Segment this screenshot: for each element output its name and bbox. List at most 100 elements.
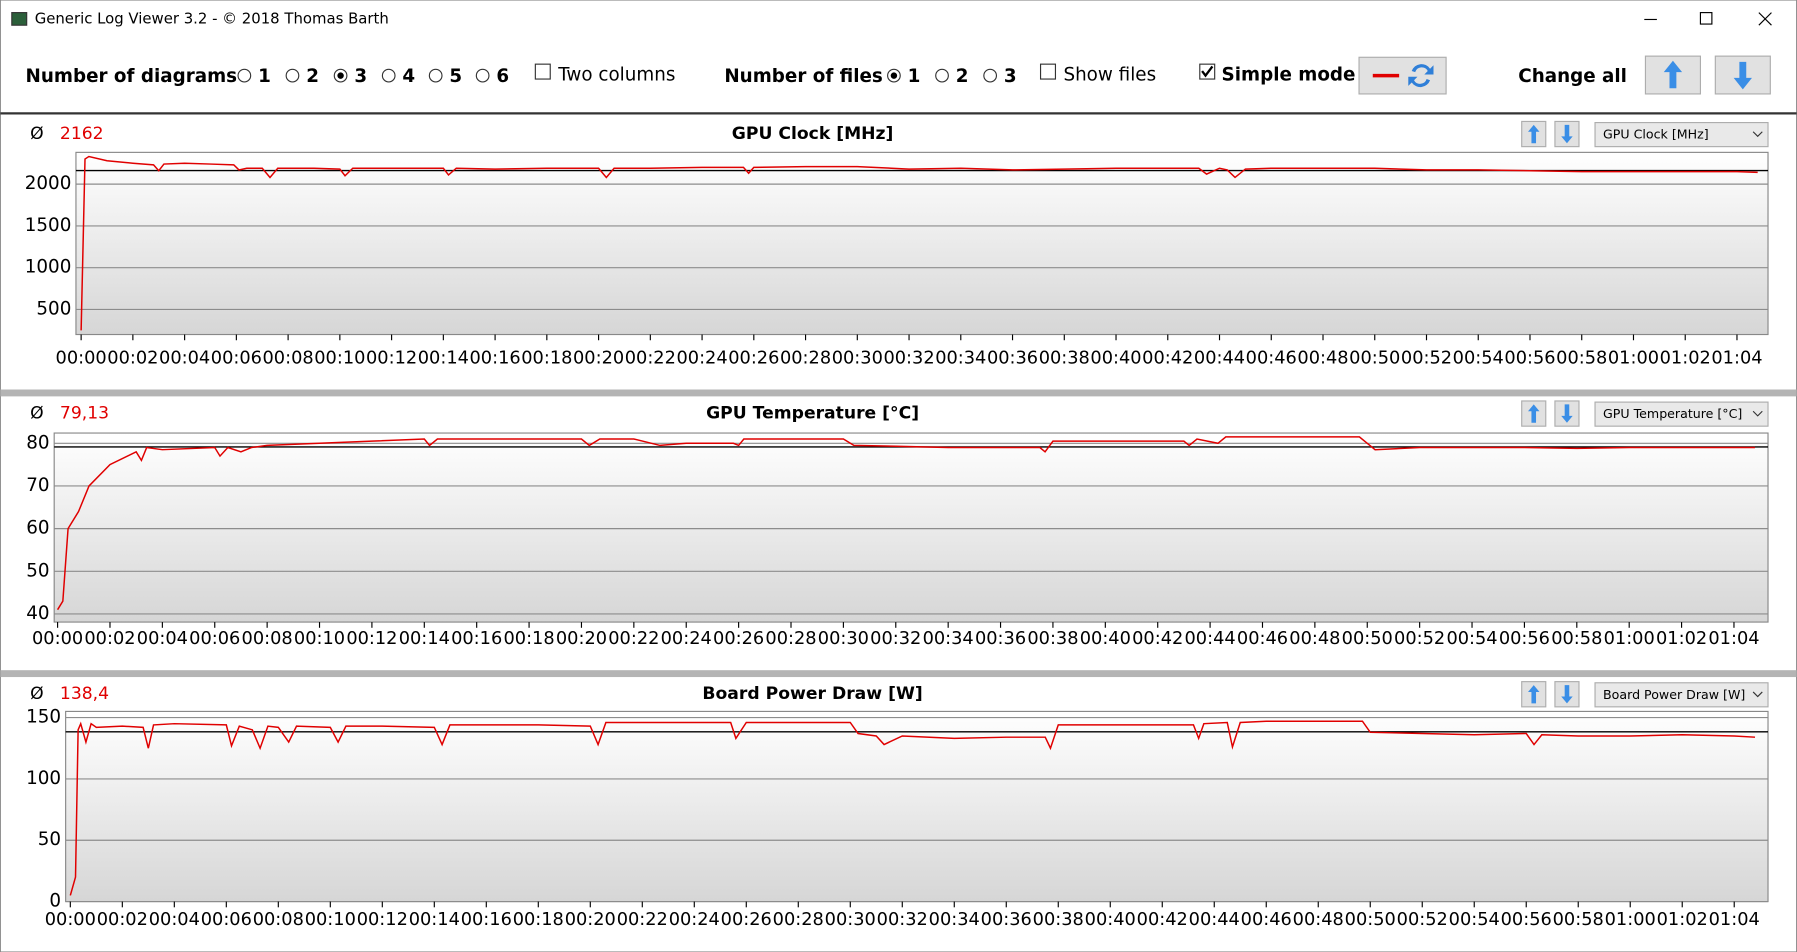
x-tick-label: 00:12 xyxy=(357,910,408,930)
channel-select[interactable] xyxy=(1594,401,1769,427)
x-tick-label: 00:30 xyxy=(825,910,876,930)
radio-label: 3 xyxy=(354,66,367,87)
radio[interactable] xyxy=(475,68,490,83)
down-arrow xyxy=(1733,61,1752,90)
x-tick-label: 00:50 xyxy=(1342,629,1393,649)
close-button[interactable] xyxy=(1758,12,1772,26)
x-tick-label: 00:30 xyxy=(832,349,883,369)
x-tick-label: 01:02 xyxy=(1656,629,1707,649)
x-tick-label: 01:04 xyxy=(1708,629,1759,649)
x-tick-label: 00:48 xyxy=(1293,910,1344,930)
app-icon xyxy=(11,12,28,26)
x-tick-label: 00:28 xyxy=(780,349,831,369)
x-tick-label: 00:54 xyxy=(1453,349,1504,369)
x-tick-label: 00:52 xyxy=(1397,910,1448,930)
down-arrow xyxy=(1561,404,1573,423)
maximize-button[interactable] xyxy=(1699,12,1713,25)
radio[interactable] xyxy=(428,68,443,83)
radio[interactable] xyxy=(285,68,300,83)
x-tick-label: 00:06 xyxy=(201,910,252,930)
chart-title: GPU Clock [MHz] xyxy=(732,124,894,144)
x-tick-label: 00:00 xyxy=(32,629,83,649)
x-tick-label: 00:56 xyxy=(1504,349,1555,369)
x-tick-label: 00:32 xyxy=(870,629,921,649)
x-tick-label: 00:10 xyxy=(305,910,356,930)
y-tick-label: 60 xyxy=(26,518,49,539)
x-tick-label: 00:04 xyxy=(149,910,200,930)
radio[interactable] xyxy=(381,68,396,83)
x-tick-label: 00:34 xyxy=(929,910,980,930)
x-tick-label: 00:08 xyxy=(263,349,314,369)
y-tick-label: 0 xyxy=(49,891,61,912)
x-tick-label: 00:08 xyxy=(253,910,304,930)
data-line xyxy=(80,155,1758,331)
x-tick-label: 00:40 xyxy=(1080,629,1131,649)
x-tick-label: 01:04 xyxy=(1711,349,1762,369)
x-tick-label: 00:18 xyxy=(521,349,572,369)
x-tick-label: 00:26 xyxy=(713,629,764,649)
radio-label: 4 xyxy=(402,66,415,87)
x-tick-label: 00:52 xyxy=(1401,349,1452,369)
checkbox[interactable] xyxy=(1039,63,1057,80)
x-tick-label: 00:40 xyxy=(1085,910,1136,930)
average-value: 2162 xyxy=(60,124,104,144)
up-arrow xyxy=(1528,404,1540,423)
select-caret xyxy=(1752,691,1763,698)
x-tick-label: 00:16 xyxy=(461,910,512,930)
diagrams-label: Number of diagrams xyxy=(26,66,238,87)
x-tick-label: 00:36 xyxy=(981,910,1032,930)
x-tick-label: 00:52 xyxy=(1394,629,1445,649)
x-tick-label: 00:20 xyxy=(565,910,616,930)
select-caret xyxy=(1752,131,1763,138)
x-tick-label: 00:42 xyxy=(1137,910,1188,930)
checkbox[interactable] xyxy=(534,63,551,80)
x-tick-label: 01:02 xyxy=(1657,910,1708,930)
y-tick-label: 150 xyxy=(26,707,61,728)
x-tick-label: 01:02 xyxy=(1660,349,1711,369)
x-tick-label: 01:00 xyxy=(1605,910,1656,930)
x-tick-label: 00:36 xyxy=(987,349,1038,369)
x-tick-label: 00:20 xyxy=(573,349,624,369)
channel-select[interactable] xyxy=(1594,682,1769,708)
x-tick-label: 00:24 xyxy=(669,910,720,930)
x-tick-label: 00:22 xyxy=(625,349,676,369)
radio-label: 5 xyxy=(449,66,462,87)
down-arrow xyxy=(1561,124,1573,144)
data-line xyxy=(69,720,1756,896)
x-tick-label: 00:00 xyxy=(56,349,107,369)
x-tick-label: 00:04 xyxy=(159,349,210,369)
x-tick-label: 00:10 xyxy=(314,349,365,369)
x-tick-label: 00:02 xyxy=(84,629,135,649)
data-line xyxy=(56,436,1755,611)
color-button[interactable] xyxy=(1358,56,1447,95)
average-symbol: Ø xyxy=(30,404,44,424)
x-tick-label: 00:04 xyxy=(137,629,188,649)
x-tick-label: 00:12 xyxy=(346,629,397,649)
x-tick-label: 00:36 xyxy=(975,629,1026,649)
y-tick-label: 1000 xyxy=(25,257,72,278)
x-tick-label: 00:14 xyxy=(418,349,469,369)
x-tick-label: 00:02 xyxy=(107,349,158,369)
radio[interactable] xyxy=(237,68,252,83)
x-tick-label: 01:04 xyxy=(1709,910,1760,930)
x-tick-label: 00:32 xyxy=(877,910,928,930)
x-tick-label: 00:30 xyxy=(818,629,869,649)
panel-divider xyxy=(0,670,1797,678)
average-symbol: Ø xyxy=(30,124,44,144)
show-files-label: Show files xyxy=(1063,65,1156,86)
average-value: 138,4 xyxy=(60,684,109,704)
radio-dot xyxy=(890,72,898,79)
radio-label: 3 xyxy=(1004,66,1017,87)
y-tick-label: 70 xyxy=(26,475,49,496)
x-tick-label: 00:34 xyxy=(923,629,974,649)
x-tick-label: 00:44 xyxy=(1185,629,1236,649)
radio-label: 1 xyxy=(258,66,271,87)
radio[interactable] xyxy=(983,68,998,83)
channel-select[interactable] xyxy=(1594,122,1769,148)
x-tick-label: 00:14 xyxy=(399,629,450,649)
x-tick-label: 01:00 xyxy=(1608,349,1659,369)
y-tick-label: 1500 xyxy=(25,215,72,236)
y-tick-label: 100 xyxy=(26,768,61,789)
radio[interactable] xyxy=(935,68,949,83)
